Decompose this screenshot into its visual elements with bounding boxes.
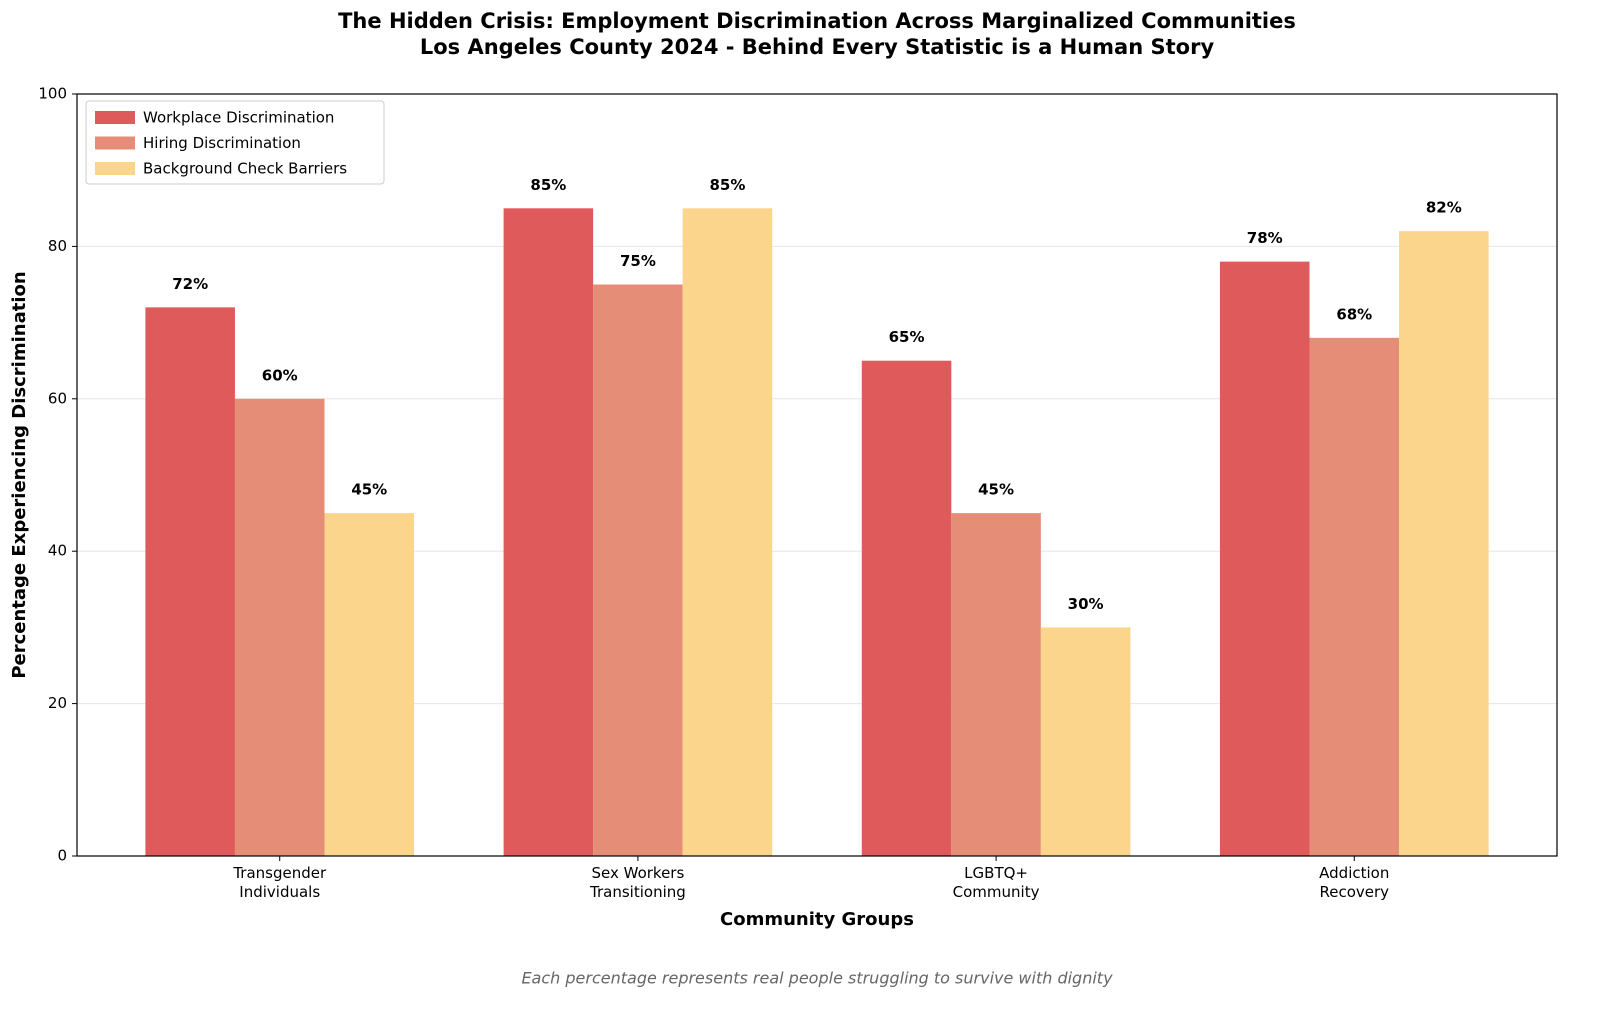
- value-label: 85%: [530, 176, 566, 194]
- chart-subtitle: Los Angeles County 2024 - Behind Every S…: [420, 35, 1215, 59]
- legend-label: Hiring Discrimination: [143, 134, 301, 152]
- value-label: 82%: [1426, 199, 1462, 217]
- legend-label: Background Check Barriers: [143, 160, 347, 178]
- y-tick-label: 0: [57, 847, 67, 865]
- value-label: 75%: [620, 252, 656, 270]
- value-label: 65%: [889, 328, 925, 346]
- annotation: Each percentage represents real people s…: [521, 969, 1113, 988]
- value-label: 85%: [710, 176, 746, 194]
- value-label: 45%: [978, 481, 1014, 499]
- bar: [1040, 627, 1131, 856]
- x-tick-label: Addiction Recovery: [1319, 864, 1390, 901]
- value-label: 72%: [172, 275, 208, 293]
- y-tick-label: 80: [48, 237, 67, 255]
- bar: [951, 513, 1041, 856]
- legend-swatch: [95, 136, 135, 150]
- x-tick-label: Transgender Individuals: [233, 864, 327, 901]
- bar: [861, 360, 952, 856]
- x-tick-label: Sex Workers Transitioning: [590, 864, 686, 901]
- bar: [234, 398, 325, 856]
- bar: [324, 513, 415, 856]
- y-axis-label: Percentage Experiencing Discrimination: [9, 271, 30, 678]
- y-tick-label: 60: [48, 389, 67, 407]
- chart-title: The Hidden Crisis: Employment Discrimina…: [338, 9, 1296, 33]
- bar: [1219, 261, 1310, 856]
- bar: [145, 307, 235, 856]
- value-label: 60%: [262, 366, 298, 384]
- x-tick-label: LGBTQ+ Community: [952, 864, 1040, 901]
- bar: [682, 208, 773, 857]
- bar: [503, 208, 594, 857]
- bar: [1309, 337, 1400, 857]
- legend-label: Workplace Discrimination: [143, 109, 334, 127]
- value-label: 30%: [1068, 595, 1104, 613]
- legend-box: [85, 100, 385, 185]
- value-label: 78%: [1247, 229, 1283, 247]
- bar: [593, 284, 683, 856]
- y-tick-label: 20: [48, 694, 67, 712]
- value-label: 45%: [351, 481, 387, 499]
- plot-frame: [76, 93, 1558, 857]
- y-tick-label: 40: [48, 542, 67, 560]
- bar: [1399, 231, 1489, 856]
- legend-swatch: [95, 162, 135, 175]
- y-tick-label: 100: [38, 85, 67, 103]
- x-axis-label: Community Groups: [720, 909, 914, 930]
- legend-swatch: [95, 111, 135, 124]
- value-label: 68%: [1336, 305, 1372, 323]
